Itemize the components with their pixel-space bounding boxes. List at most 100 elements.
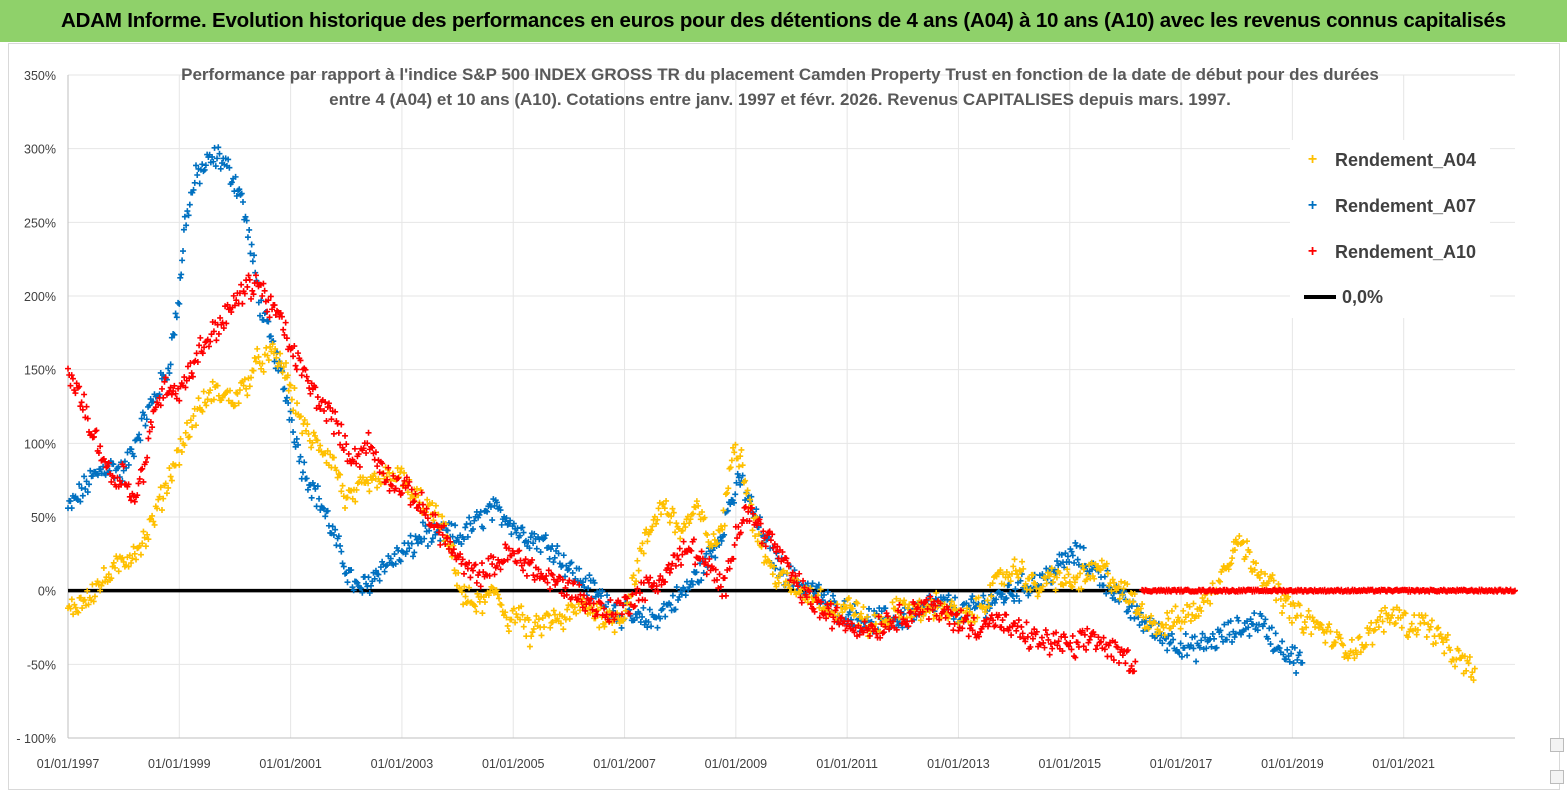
- point-rendement-a04: [673, 520, 680, 527]
- point-rendement-a04: [1077, 570, 1084, 577]
- point-rendement-a10: [312, 384, 319, 391]
- point-rendement-a04: [699, 509, 706, 516]
- point-rendement-a04: [843, 604, 850, 611]
- point-rendement-a07: [426, 527, 433, 534]
- point-rendement-a07: [565, 565, 572, 572]
- point-rendement-a07: [1100, 582, 1107, 589]
- point-rendement-a10: [219, 319, 226, 326]
- point-rendement-a07: [365, 574, 372, 581]
- point-rendement-a07: [721, 531, 728, 538]
- point-rendement-a10: [583, 601, 590, 608]
- point-rendement-a10: [714, 576, 721, 583]
- point-rendement-a10: [342, 432, 349, 439]
- point-rendement-a07: [507, 517, 514, 524]
- point-rendement-a04: [1246, 549, 1253, 556]
- resize-handle-icon-bottom[interactable]: [1550, 770, 1564, 784]
- point-rendement-a10: [467, 574, 474, 581]
- point-rendement-a10: [417, 508, 424, 515]
- point-rendement-a04: [1396, 607, 1403, 614]
- point-rendement-a10: [406, 478, 413, 485]
- point-rendement-a10: [1091, 631, 1098, 638]
- point-rendement-a07: [1247, 616, 1254, 623]
- point-rendement-a10: [128, 497, 135, 504]
- point-rendement-a10: [618, 611, 625, 618]
- point-rendement-a10: [823, 615, 830, 622]
- point-rendement-a10: [505, 545, 512, 552]
- point-rendement-a10: [793, 579, 800, 586]
- point-rendement-a07: [297, 453, 304, 460]
- point-rendement-a10: [1059, 648, 1066, 655]
- point-rendement-a10: [662, 578, 669, 585]
- point-rendement-a10: [259, 292, 266, 299]
- point-rendement-a04: [1441, 650, 1448, 657]
- point-rendement-a10: [343, 441, 350, 448]
- point-rendement-a10: [833, 604, 840, 611]
- point-rendement-a10: [450, 546, 457, 553]
- point-rendement-a10: [589, 606, 596, 613]
- point-rendement-a04: [291, 385, 298, 392]
- point-rendement-a07: [644, 624, 651, 631]
- point-rendement-a07: [184, 208, 191, 215]
- point-rendement-a04: [1198, 608, 1205, 615]
- point-rendement-a07: [677, 588, 684, 595]
- point-rendement-a04: [951, 602, 958, 609]
- point-rendement-a10: [907, 608, 914, 615]
- point-rendement-a04: [1377, 613, 1384, 620]
- point-rendement-a10: [783, 555, 790, 562]
- point-rendement-a07: [240, 198, 246, 205]
- point-rendement-a10: [135, 480, 142, 487]
- point-rendement-a10: [424, 515, 431, 522]
- point-rendement-a10: [784, 559, 791, 566]
- resize-handle-icon[interactable]: [1550, 738, 1564, 752]
- point-rendement-a04: [1161, 632, 1168, 639]
- point-rendement-a07: [348, 566, 355, 573]
- point-rendement-a04: [260, 368, 267, 375]
- point-rendement-a10: [827, 600, 834, 607]
- point-rendement-a04: [413, 485, 420, 492]
- point-rendement-a10: [703, 571, 710, 578]
- point-rendement-a10: [924, 605, 931, 612]
- point-rendement-a10: [434, 522, 441, 529]
- point-rendement-a10: [67, 382, 74, 389]
- point-rendement-a04: [744, 487, 751, 494]
- point-rendement-a10: [418, 489, 425, 496]
- point-rendement-a10: [959, 625, 966, 632]
- point-rendement-a10: [1131, 668, 1138, 675]
- point-rendement-a04: [1157, 628, 1164, 635]
- point-rendement-a10: [712, 566, 719, 573]
- point-rendement-a07: [1258, 613, 1265, 620]
- point-rendement-a07: [167, 361, 174, 368]
- point-rendement-a04: [250, 367, 257, 374]
- point-rendement-a07: [171, 331, 178, 338]
- point-rendement-a04: [304, 421, 311, 428]
- point-rendement-a04: [1398, 624, 1405, 631]
- point-rendement-a07: [429, 535, 436, 542]
- point-rendement-a07: [1223, 636, 1230, 643]
- point-rendement-a07: [1164, 647, 1171, 654]
- point-rendement-a10: [423, 505, 430, 512]
- point-rendement-a07: [1232, 630, 1239, 637]
- point-rendement-a04: [397, 469, 404, 476]
- point-rendement-a07: [166, 370, 173, 377]
- point-rendement-a07: [366, 589, 373, 596]
- point-rendement-a10: [1085, 639, 1092, 646]
- point-rendement-a10: [1114, 644, 1121, 651]
- x-tick-label: 01/01/1999: [148, 757, 211, 771]
- point-rendement-a10: [976, 633, 983, 640]
- point-rendement-a07: [274, 349, 281, 356]
- point-rendement-a04: [241, 376, 248, 383]
- point-rendement-a07: [349, 584, 356, 591]
- point-rendement-a10: [740, 516, 747, 523]
- point-rendement-a07: [464, 533, 471, 540]
- point-rendement-a07: [359, 589, 366, 596]
- point-rendement-a04: [630, 572, 637, 579]
- point-rendement-a04: [1277, 595, 1284, 602]
- point-rendement-a04: [518, 603, 525, 610]
- point-rendement-a07: [551, 554, 558, 561]
- point-rendement-a04: [1196, 604, 1203, 611]
- point-rendement-a07: [460, 536, 467, 543]
- point-rendement-a07: [1182, 630, 1189, 637]
- point-rendement-a07: [1177, 640, 1184, 647]
- point-rendement-a04: [90, 598, 97, 605]
- point-rendement-a10: [758, 540, 765, 547]
